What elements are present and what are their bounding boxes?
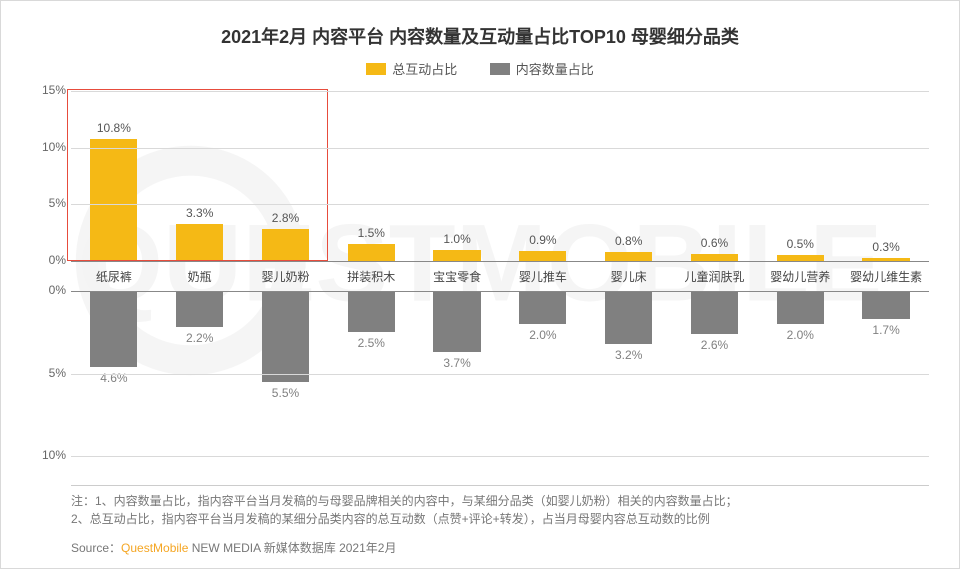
column: 0.9% 婴儿推车 2.0% xyxy=(500,91,586,456)
legend-swatch-0 xyxy=(366,63,386,75)
bar-content xyxy=(433,291,480,352)
legend-label-1: 内容数量占比 xyxy=(516,59,594,78)
y-tick-top: 15% xyxy=(26,83,66,97)
bar-label-top: 0.6% xyxy=(701,236,728,250)
y-tick-top: 0% xyxy=(26,253,66,267)
bar-content xyxy=(862,291,909,319)
column: 1.5% 拼装积木 2.5% xyxy=(328,91,414,456)
category-label: 宝宝零食 xyxy=(433,268,481,285)
bar-label-bottom: 2.6% xyxy=(701,338,728,352)
category-label: 奶瓶 xyxy=(188,268,212,285)
bar-label-top: 0.5% xyxy=(787,237,814,251)
y-tick-top: 10% xyxy=(26,140,66,154)
source-prefix: Source： xyxy=(71,541,121,555)
category-label: 婴儿奶粉 xyxy=(261,268,309,285)
bar-interaction xyxy=(176,224,223,261)
y-tick-top: 5% xyxy=(26,196,66,210)
legend-label-0: 总互动占比 xyxy=(392,59,457,78)
bar-label-bottom: 2.2% xyxy=(186,331,213,345)
category-label: 婴幼儿营养 xyxy=(770,268,830,285)
column: 0.5% 婴幼儿营养 2.0% xyxy=(757,91,843,456)
column: 0.6% 儿童润肤乳 2.6% xyxy=(672,91,758,456)
bar-interaction xyxy=(691,254,738,261)
category-label: 婴儿床 xyxy=(611,268,647,285)
bar-label-bottom: 5.5% xyxy=(272,386,299,400)
bar-label-top: 3.3% xyxy=(186,206,213,220)
column: 0.8% 婴儿床 3.2% xyxy=(586,91,672,456)
bar-interaction xyxy=(348,244,395,261)
source-rest: NEW MEDIA 新媒体数据库 2021年2月 xyxy=(188,541,396,555)
bar-label-top: 1.0% xyxy=(443,232,470,246)
footnote-2: 2、总互动占比，指内容平台当月发稿的某细分品类内容的总互动数（点赞+评论+转发）… xyxy=(71,510,929,528)
footnote-1: 注：1、内容数量占比，指内容平台当月发稿的与母婴品牌相关的内容中，与某细分品类（… xyxy=(71,492,929,510)
bar-content xyxy=(176,291,223,327)
bar-interaction xyxy=(433,250,480,261)
column: 10.8%纸尿裤4.6% xyxy=(71,91,157,456)
legend-item-interaction: 总互动占比 xyxy=(366,59,457,78)
category-label: 拼装积木 xyxy=(347,268,395,285)
bar-label-top: 10.8% xyxy=(97,121,131,135)
category-label: 纸尿裤 xyxy=(96,268,132,285)
y-tick-bottom: 10% xyxy=(26,448,66,462)
bar-content xyxy=(605,291,652,344)
column: 0.3% 婴幼儿维生素 1.7% xyxy=(843,91,929,456)
bar-label-bottom: 2.5% xyxy=(358,336,385,350)
legend: 总互动占比 内容数量占比 xyxy=(1,59,959,80)
chart-title: 2021年2月 内容平台 内容数量及互动量占比TOP10 母婴细分品类 xyxy=(1,23,959,49)
column: 1.0% 宝宝零食 3.7% xyxy=(414,91,500,456)
y-tick-bottom: 0% xyxy=(26,283,66,297)
bar-label-top: 0.3% xyxy=(872,240,899,254)
bar-label-top: 0.9% xyxy=(529,233,556,247)
bar-content xyxy=(691,291,738,334)
bar-content xyxy=(519,291,566,324)
bar-label-bottom: 3.2% xyxy=(615,348,642,362)
bar-label-top: 1.5% xyxy=(358,226,385,240)
bar-content xyxy=(262,291,309,382)
category-label: 婴儿推车 xyxy=(519,268,567,285)
bar-interaction xyxy=(262,229,309,261)
bar-interaction xyxy=(519,251,566,261)
y-tick-bottom: 5% xyxy=(26,366,66,380)
bar-interaction xyxy=(605,252,652,261)
column: 2.8% 婴儿奶粉 5.5% xyxy=(243,91,329,456)
bar-interaction xyxy=(90,139,137,261)
category-label: 婴幼儿维生素 xyxy=(850,268,922,285)
column: 3.3% 奶瓶 2.2% xyxy=(157,91,243,456)
bar-content xyxy=(90,291,137,367)
plot-area: 10.8%纸尿裤4.6%3.3%奶瓶2.2%2.8%婴儿奶粉5.5%1.5%拼装… xyxy=(71,91,929,456)
bar-label-bottom: 2.0% xyxy=(787,328,814,342)
bar-columns: 10.8%纸尿裤4.6%3.3%奶瓶2.2%2.8%婴儿奶粉5.5%1.5%拼装… xyxy=(71,91,929,456)
bar-content xyxy=(777,291,824,324)
legend-item-content: 内容数量占比 xyxy=(490,59,594,78)
bar-label-top: 0.8% xyxy=(615,234,642,248)
bar-label-bottom: 2.0% xyxy=(529,328,556,342)
source-brand: QuestMobile xyxy=(121,541,188,555)
source-line: Source：QuestMobile NEW MEDIA 新媒体数据库 2021… xyxy=(71,539,396,556)
bar-label-bottom: 1.7% xyxy=(872,323,899,337)
chart-container: QUESTMOBILE 2021年2月 内容平台 内容数量及互动量占比TOP10… xyxy=(0,0,960,569)
footnotes: 注：1、内容数量占比，指内容平台当月发稿的与母婴品牌相关的内容中，与某细分品类（… xyxy=(71,485,929,528)
bar-label-top: 2.8% xyxy=(272,211,299,225)
bar-label-bottom: 3.7% xyxy=(443,356,470,370)
legend-swatch-1 xyxy=(490,63,510,75)
category-label: 儿童润肤乳 xyxy=(684,268,744,285)
bar-content xyxy=(348,291,395,332)
